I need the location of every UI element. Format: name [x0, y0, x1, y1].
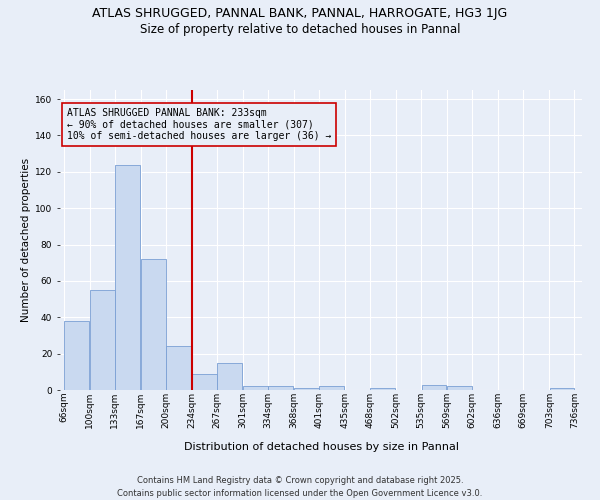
Bar — [422, 384, 446, 390]
Bar — [64, 321, 89, 390]
Bar — [166, 346, 191, 390]
Bar — [268, 386, 293, 390]
Bar — [550, 388, 574, 390]
Bar — [192, 374, 217, 390]
Text: Distribution of detached houses by size in Pannal: Distribution of detached houses by size … — [184, 442, 458, 452]
Bar — [319, 386, 344, 390]
Text: ATLAS SHRUGGED, PANNAL BANK, PANNAL, HARROGATE, HG3 1JG: ATLAS SHRUGGED, PANNAL BANK, PANNAL, HAR… — [92, 8, 508, 20]
Bar — [115, 164, 140, 390]
Bar — [141, 259, 166, 390]
Text: Size of property relative to detached houses in Pannal: Size of property relative to detached ho… — [140, 22, 460, 36]
Y-axis label: Number of detached properties: Number of detached properties — [21, 158, 31, 322]
Text: ATLAS SHRUGGED PANNAL BANK: 233sqm
← 90% of detached houses are smaller (307)
10: ATLAS SHRUGGED PANNAL BANK: 233sqm ← 90%… — [67, 108, 331, 142]
Bar — [217, 362, 242, 390]
Text: Contains HM Land Registry data © Crown copyright and database right 2025.
Contai: Contains HM Land Registry data © Crown c… — [118, 476, 482, 498]
Bar — [243, 386, 268, 390]
Bar — [448, 386, 472, 390]
Bar — [370, 388, 395, 390]
Bar — [294, 388, 319, 390]
Bar — [90, 290, 115, 390]
